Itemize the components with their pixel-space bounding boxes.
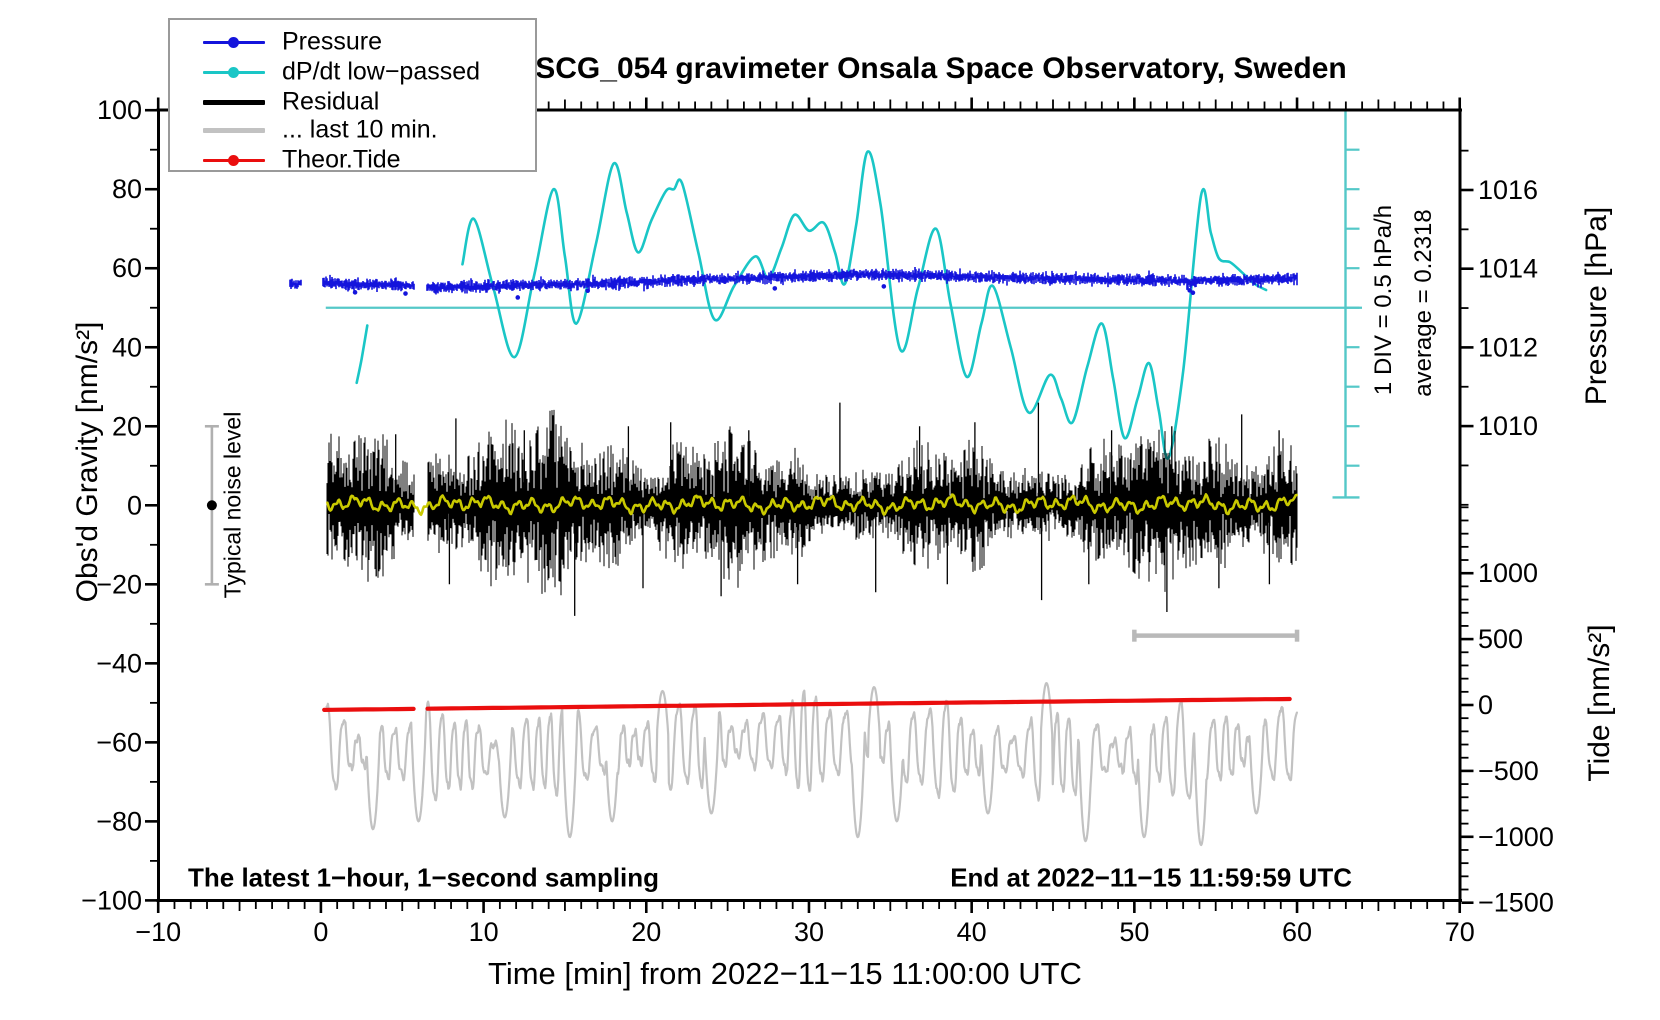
legend: Pressure dP/dt low−passed Residual ... l… <box>168 18 537 174</box>
svg-text:40: 40 <box>957 917 987 947</box>
last10-line-sample-icon <box>203 127 265 133</box>
svg-text:60: 60 <box>112 253 142 283</box>
noise-level-label: Typical noise level <box>219 411 246 599</box>
y-axis-title-tide: Tide [nm/s²] <box>1583 624 1616 782</box>
svg-text:80: 80 <box>112 174 142 204</box>
svg-text:−60: −60 <box>96 727 142 757</box>
svg-text:0: 0 <box>1478 690 1493 720</box>
svg-text:30: 30 <box>794 917 824 947</box>
average-annotation: average = 0.2318 <box>1410 209 1437 397</box>
legend-label: Pressure <box>282 27 383 56</box>
chart-title: SCG_054 gravimeter Onsala Space Observat… <box>535 52 1347 85</box>
svg-text:40: 40 <box>112 332 142 362</box>
residual-line-sample-icon <box>203 99 265 105</box>
svg-text:100: 100 <box>97 95 142 125</box>
svg-text:−500: −500 <box>1478 756 1539 786</box>
legend-label: ... last 10 min. <box>282 115 438 144</box>
x-axis-title: Time [min] from 2022−11−15 11:00:00 UTC <box>488 956 1082 991</box>
y-axis-title-gravity: Obs'd Gravity [nm/s²] <box>71 321 104 603</box>
sampling-note: The latest 1−hour, 1−second sampling <box>188 862 660 893</box>
end-note: End at 2022−11−15 11:59:59 UTC <box>950 862 1352 893</box>
svg-text:1012: 1012 <box>1478 332 1538 362</box>
svg-text:0: 0 <box>127 490 142 520</box>
svg-text:−80: −80 <box>96 806 142 836</box>
pressure-dot-icon <box>228 36 239 48</box>
svg-text:−1000: −1000 <box>1478 822 1554 852</box>
svg-text:−20: −20 <box>96 569 142 599</box>
svg-text:70: 70 <box>1445 917 1475 947</box>
svg-text:50: 50 <box>1119 917 1149 947</box>
svg-text:20: 20 <box>112 411 142 441</box>
svg-text:0: 0 <box>313 917 328 947</box>
y-axis-title-pressure: Pressure [hPa] <box>1580 206 1613 406</box>
svg-text:−10: −10 <box>135 917 181 947</box>
svg-text:−40: −40 <box>96 648 142 678</box>
svg-text:1000: 1000 <box>1478 558 1538 588</box>
div-scale-annotation: 1 DIV = 0.5 hPa/h <box>1370 204 1397 396</box>
legend-label: Residual <box>282 87 380 116</box>
svg-text:500: 500 <box>1478 624 1523 654</box>
tide-dot-icon <box>228 154 239 166</box>
svg-text:−100: −100 <box>81 885 142 915</box>
svg-text:1016: 1016 <box>1478 175 1538 205</box>
legend-label: Theor.Tide <box>282 145 401 174</box>
svg-text:1010: 1010 <box>1478 411 1538 441</box>
svg-text:10: 10 <box>469 917 499 947</box>
svg-text:20: 20 <box>631 917 661 947</box>
svg-text:−1500: −1500 <box>1478 888 1554 918</box>
legend-label: dP/dt low−passed <box>282 57 481 86</box>
svg-text:60: 60 <box>1282 917 1312 947</box>
svg-text:1014: 1014 <box>1478 254 1538 284</box>
dpdt-dot-icon <box>228 66 239 78</box>
